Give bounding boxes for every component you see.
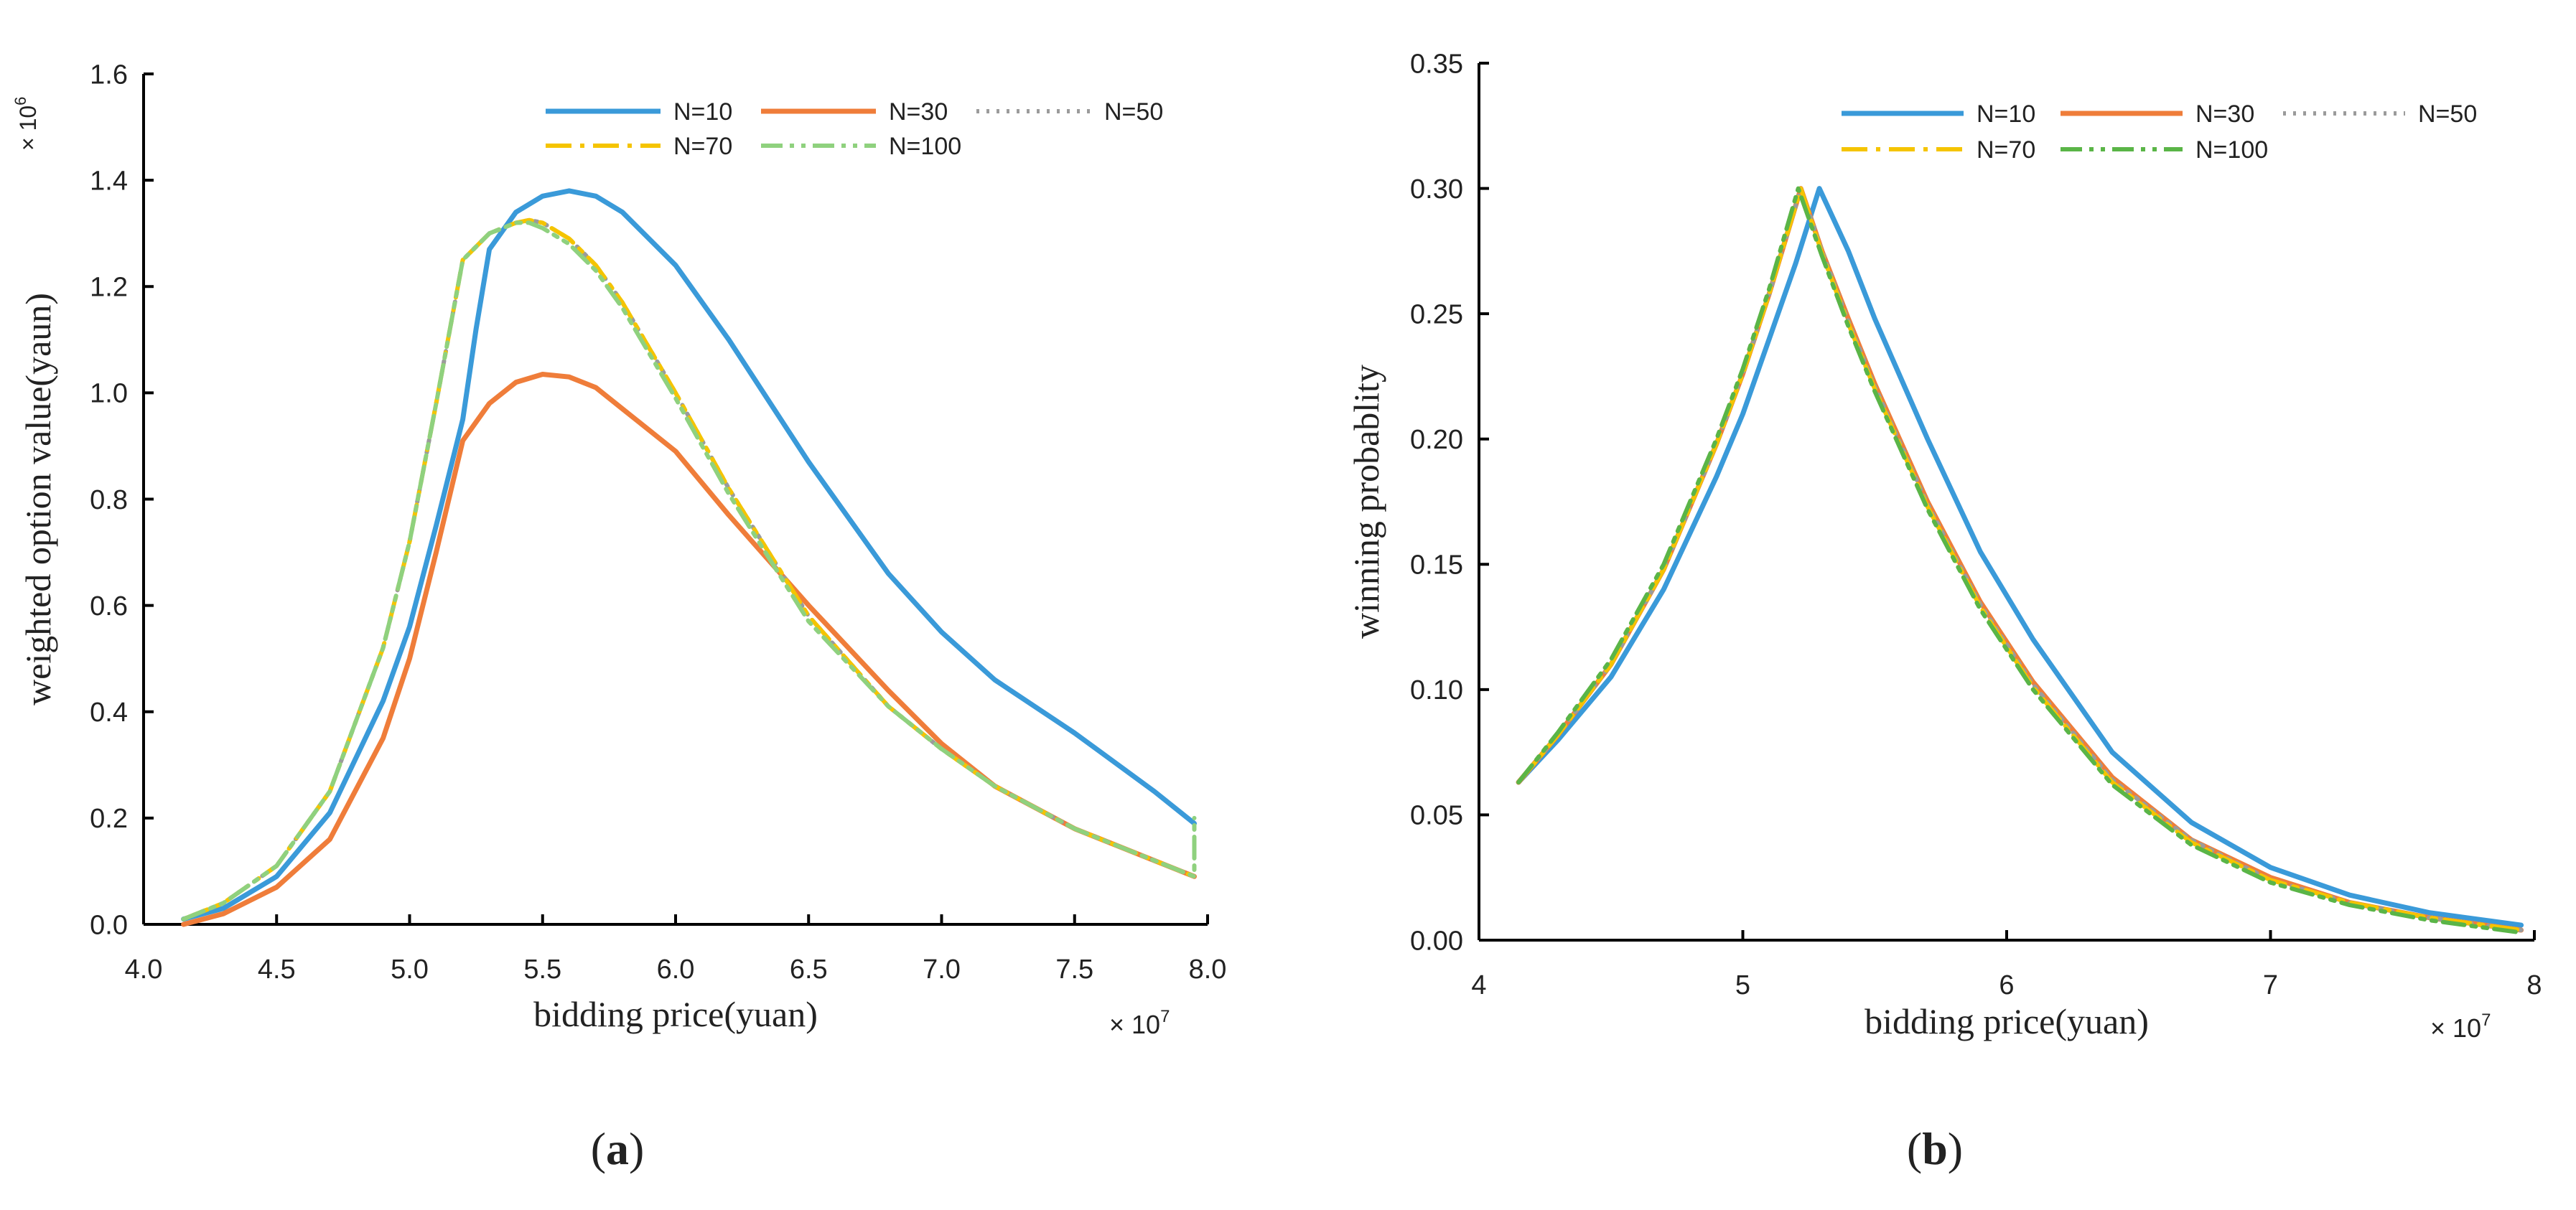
series-line-n-10 (181, 188, 1197, 922)
y-tick-label: 0.35 (1410, 49, 1463, 79)
legend-label: N=10 (673, 98, 732, 126)
y-tick-label: 1.0 (90, 379, 128, 409)
panel-label: (b) (1907, 1123, 1963, 1174)
legend-label: N=30 (889, 98, 948, 126)
x-axis-label: bidding price(yuan) (533, 994, 818, 1034)
y-tick-label: 0.00 (1410, 926, 1463, 956)
x-tick-label: 5.0 (391, 955, 429, 985)
y-tick-label: 0.15 (1410, 550, 1463, 581)
x-tick-label: 7 (2263, 970, 2278, 1000)
legend-label: N=100 (889, 133, 961, 160)
x-tick-label: 7.0 (923, 955, 961, 985)
y-tick-label: 0.4 (90, 698, 128, 728)
y-multiplier: × 106 (11, 97, 41, 151)
x-tick-label: 4 (1471, 970, 1486, 1000)
x-multiplier-exp: 7 (1160, 1007, 1170, 1026)
x-multiplier-exp: 7 (2481, 1010, 2491, 1030)
x-tick-label: 4.5 (258, 955, 296, 985)
y-tick-label: 0.20 (1410, 425, 1463, 455)
panel-label-close: ) (629, 1123, 644, 1174)
x-multiplier-base: × 10 (1109, 1010, 1160, 1039)
x-tick-label: 5.5 (523, 955, 561, 985)
y-tick-label: 1.2 (90, 273, 128, 303)
y-tick-label: 1.4 (90, 166, 128, 196)
x-tick-label: 6 (1999, 970, 2014, 1000)
series-line-n-30 (181, 372, 1197, 927)
y-tick-label: 0.2 (90, 804, 128, 834)
y-tick-label: 0.0 (90, 910, 128, 940)
legend: N=10 N=30 N=50 N=70 N=100 (1842, 100, 2477, 164)
x-multiplier: × 107 (2430, 1010, 2491, 1043)
legend-label: N=100 (2195, 136, 2268, 164)
y-tick-label: 0.30 (1410, 174, 1463, 205)
panel-label-letter: a (606, 1123, 629, 1174)
panel-label-open: ( (591, 1123, 606, 1174)
panel-label-close: ) (1948, 1123, 1963, 1174)
x-tick-label: 5 (1735, 970, 1750, 1000)
panel-label-open: ( (1907, 1123, 1922, 1174)
y-tick-label: 0.6 (90, 591, 128, 622)
legend-label: N=50 (2418, 100, 2477, 128)
x-tick-label: 8.0 (1189, 955, 1227, 985)
x-tick-label: 6.0 (657, 955, 695, 985)
x-multiplier-base: × 10 (2430, 1013, 2481, 1043)
series-line-n-70 (1516, 186, 2524, 932)
y-multiplier-exp: 6 (11, 97, 29, 105)
chart-panel-b: 0.00 0.05 0.10 0.15 0.20 0.25 0.30 0.35 4 5 6 7 8 bid… (1346, 49, 2542, 1174)
x-tick-label: 4.0 (125, 955, 163, 985)
y-tick-label: 0.8 (90, 485, 128, 515)
chart-panel-a: 0.0 0.2 0.4 0.6 0.8 1.0 1.2 1.4 1.6 4.0 4.5 5.0 5.5 6… (11, 60, 1226, 1174)
x-tick-label: 7.5 (1055, 955, 1093, 985)
legend-label: N=70 (673, 133, 732, 160)
series-line-n-10 (1516, 186, 2524, 928)
series-line-n-100 (181, 220, 1197, 921)
y-tick-label: 1.6 (90, 60, 128, 90)
y-tick-label: 0.25 (1410, 299, 1463, 329)
legend: N=10 N=30 N=50 N=70 N=100 (546, 98, 1163, 160)
y-axis-label: winning probablity (1346, 365, 1386, 639)
legend-label: N=50 (1104, 98, 1163, 126)
legend-label: N=70 (1977, 136, 2035, 164)
x-tick-label: 8 (2526, 970, 2542, 1000)
x-axis-label: bidding price(yuan) (1865, 1001, 2149, 1041)
legend-label: N=30 (2195, 100, 2254, 128)
panel-label: (a) (591, 1123, 645, 1174)
y-tick-label: 0.10 (1410, 675, 1463, 705)
series-line-n-100 (1516, 186, 2524, 935)
y-tick-label: 0.05 (1410, 801, 1463, 831)
x-multiplier: × 107 (1109, 1007, 1170, 1039)
legend-label: N=10 (1977, 100, 2035, 128)
x-tick-label: 6.5 (790, 955, 828, 985)
y-axis-label: weighted option value(yaun) (18, 293, 58, 705)
y-multiplier-base: × 10 (15, 105, 41, 151)
panel-label-letter: b (1922, 1123, 1948, 1174)
